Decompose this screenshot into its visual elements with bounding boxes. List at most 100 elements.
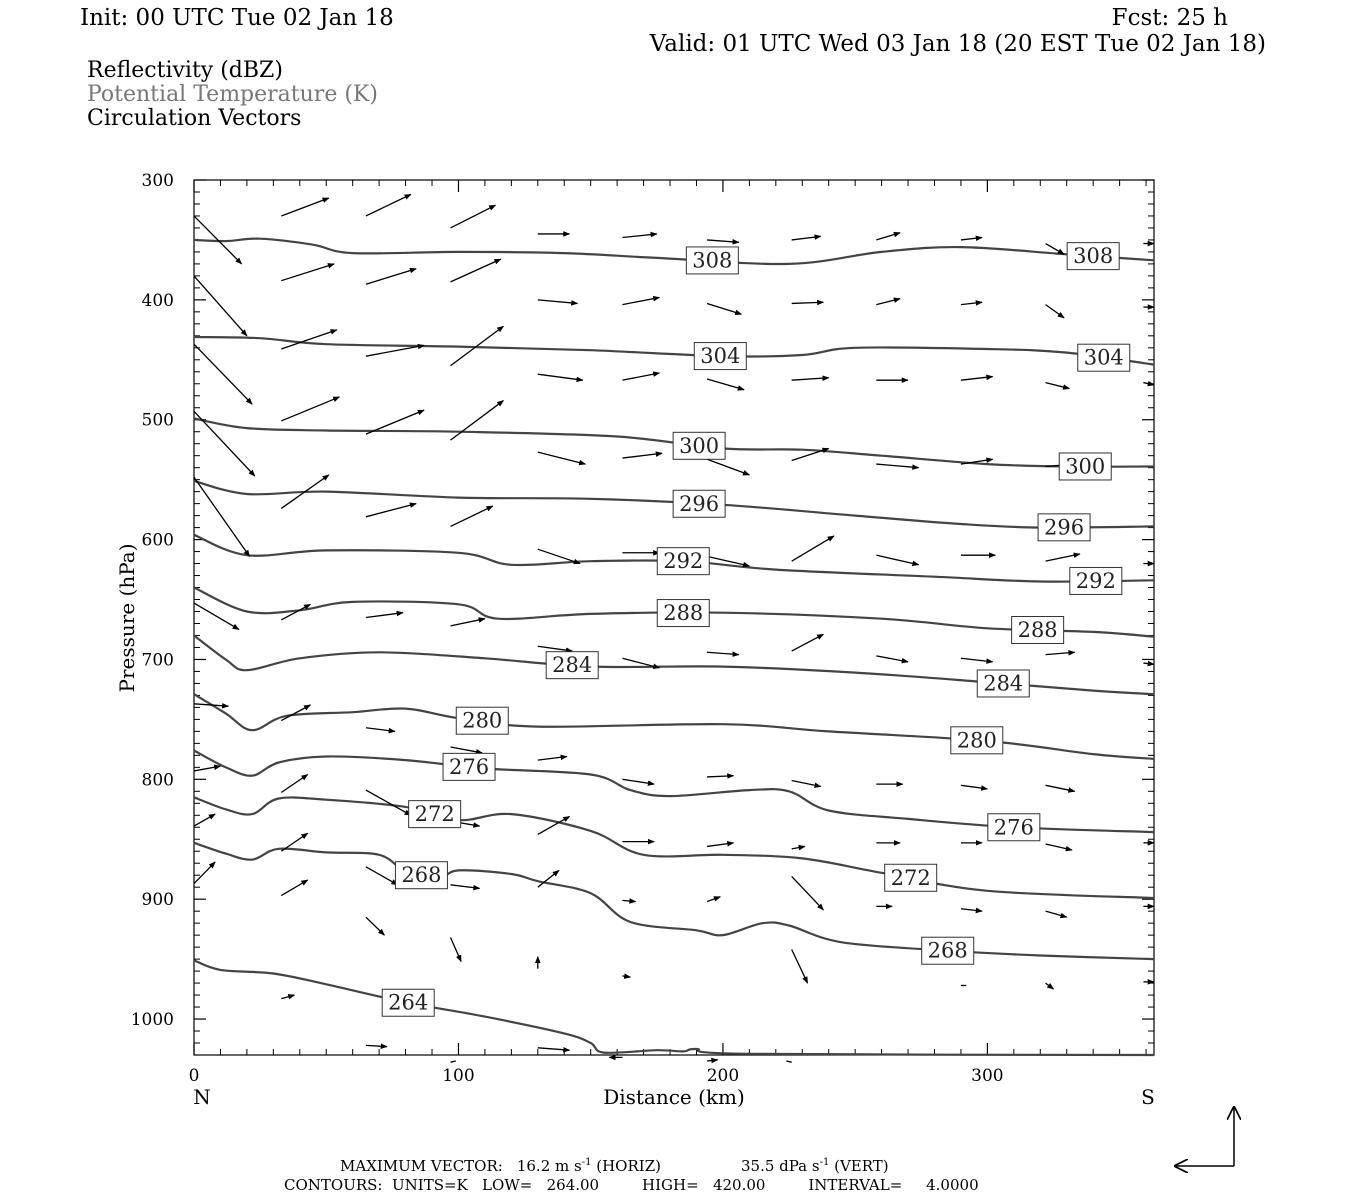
contour-label-box [685, 246, 739, 275]
y-tick-label: 1000 [131, 1010, 174, 1030]
circulation-vector [707, 239, 740, 245]
circulation-vector [791, 949, 809, 984]
circulation-vector [960, 784, 989, 791]
init-time: Init: 00 UTC Tue 02 Jan 18 [80, 5, 394, 31]
legend-reflectivity: Reflectivity (dBZ) [87, 58, 283, 83]
contour-label: 304 [700, 344, 740, 368]
isentrope-line [193, 749, 1155, 834]
contour-label: 276 [994, 815, 1034, 839]
circulation-vector [876, 554, 920, 567]
circulation-vector [365, 343, 425, 357]
circulation-vector [960, 374, 994, 381]
contour-label-box [884, 863, 938, 892]
contour-label-box [950, 726, 1004, 755]
circulation-vector [706, 458, 751, 476]
contour-label: 308 [1073, 244, 1113, 268]
circulation-vector [1045, 910, 1068, 919]
isentrope-line [193, 841, 1155, 961]
y-tick-label: 400 [142, 291, 174, 311]
circulation-vector [1045, 304, 1065, 319]
circulation-vector [281, 329, 338, 350]
legend-circulation-vectors: Circulation Vectors [87, 106, 301, 131]
circulation-vector [960, 657, 994, 664]
contour-label-box [1058, 452, 1112, 481]
contour-label-box [693, 342, 747, 371]
contour-label-box [1066, 242, 1120, 271]
circulation-vector [791, 375, 830, 381]
isentrope-line [193, 479, 1155, 529]
circulation-vector [450, 505, 494, 527]
contour-label: 308 [692, 248, 732, 272]
valid-time: Valid: 01 UTC Wed 03 Jan 18 (20 EST Tue … [649, 31, 1266, 57]
forecast-hour: Fcst: 25 h [1112, 5, 1229, 31]
circulation-vector [960, 457, 994, 465]
contour-label: 296 [1044, 515, 1084, 539]
contour-label-box [394, 861, 448, 890]
contour-label: 276 [449, 755, 489, 779]
circulation-vector [706, 896, 721, 903]
circulation-vector [193, 343, 253, 405]
circulation-vector [450, 617, 486, 627]
contour-label-box [442, 752, 496, 781]
circulation-vector [280, 832, 309, 852]
circulation-vector [537, 299, 579, 306]
circulation-vector [280, 474, 330, 509]
circulation-vector [193, 275, 248, 337]
circulation-vector [280, 879, 309, 897]
y-axis-label: Pressure (hPa) [115, 544, 139, 693]
circulation-vector [365, 193, 412, 217]
contour-label: 292 [663, 549, 703, 573]
circulation-vector [281, 994, 296, 1000]
circulation-vector [1045, 649, 1076, 656]
contour-label: 284 [983, 671, 1023, 695]
circulation-vector [791, 234, 822, 241]
max-vector-line: MAXIMUM VECTOR: 16.2 m s-1 (HORIZ) 35.5 dP… [340, 1157, 889, 1175]
contour-label-box [656, 547, 710, 576]
vert-unit-tail: (VERT) [834, 1157, 889, 1175]
isentrope-line [193, 335, 1155, 366]
circulation-vector [280, 773, 309, 794]
circulation-vector [280, 704, 311, 722]
circulation-vector [876, 297, 901, 306]
circulation-vector [450, 258, 502, 283]
circulation-vector [365, 610, 404, 619]
circulation-vector [622, 371, 661, 381]
legend-potential-temperature: Potential Temperature (K) [87, 82, 378, 107]
y-tick-labels: 300 400 500 600 700 800 900 1000 [131, 171, 174, 1030]
contour-label-box [545, 651, 599, 680]
circulation-vector [1045, 552, 1081, 562]
circulation-vector [365, 866, 399, 886]
contour-label-box [455, 706, 509, 735]
circulation-vector [1045, 242, 1065, 255]
circulation-vector [193, 410, 256, 477]
circulation-vectors [193, 193, 1155, 1064]
contour-label-box [976, 669, 1030, 698]
circulation-vector [537, 645, 573, 653]
x-axis-label: Distance (km) [603, 1085, 745, 1109]
circulation-vector [537, 754, 568, 761]
isentrope-line [193, 796, 1155, 900]
major-ticks [193, 179, 1154, 1055]
x-tick-label: 100 [442, 1066, 474, 1086]
circulation-vector [450, 204, 497, 229]
circulation-vector [1143, 380, 1155, 387]
circulation-vector [786, 1060, 792, 1063]
isentrope-line [193, 237, 1155, 266]
circulation-vector [193, 702, 230, 709]
contour-label-box [672, 431, 726, 460]
vert-value: 35.5 [741, 1157, 774, 1175]
x-tick-label: 300 [971, 1066, 1003, 1086]
circulation-vector [622, 451, 663, 459]
contour-label: 280 [957, 728, 997, 752]
contour-label-box [1037, 513, 1091, 542]
isentrope-line [193, 533, 1155, 583]
contour-label: 288 [1018, 618, 1058, 642]
circulation-vector [791, 299, 825, 306]
circulation-vector [537, 451, 587, 466]
y-tick-label: 600 [142, 531, 174, 551]
circulation-vector [450, 1060, 456, 1063]
circulation-vector [1045, 784, 1076, 793]
y-tick-label: 300 [142, 171, 174, 191]
circulation-vector [1045, 843, 1073, 852]
contour-label: 264 [388, 991, 428, 1015]
